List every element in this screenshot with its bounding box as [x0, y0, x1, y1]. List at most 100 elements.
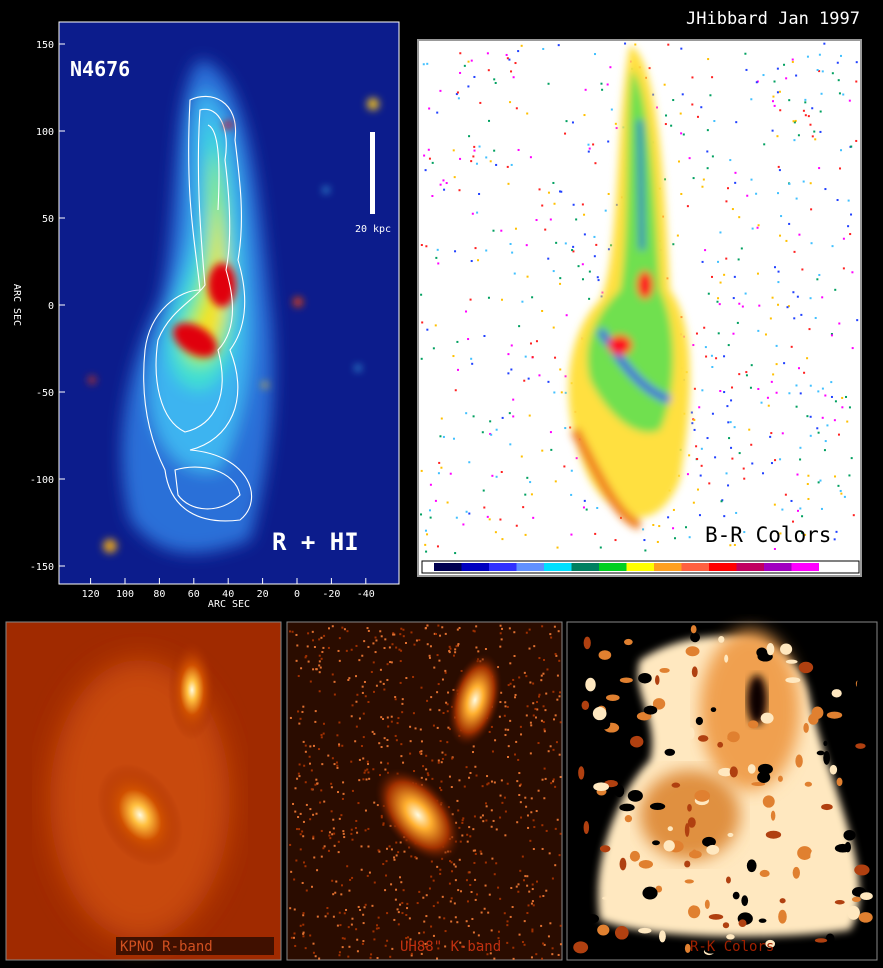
noise-dot	[556, 674, 559, 677]
noise-dot	[367, 629, 370, 632]
noise-dot	[848, 406, 851, 409]
color-bar-segment	[571, 563, 599, 571]
noise-dot	[376, 957, 379, 960]
noise-dot	[717, 297, 720, 300]
noise-dot	[435, 633, 438, 636]
noise-dot	[382, 822, 385, 825]
noise-dot	[312, 835, 315, 838]
noise-dot	[364, 809, 367, 812]
noise-dot	[545, 692, 548, 695]
noise-blob	[619, 733, 626, 744]
color-bar-segment	[736, 563, 764, 571]
noise-dot	[428, 887, 431, 890]
noise-dot	[298, 828, 301, 831]
noise-dot	[334, 891, 337, 894]
noise-dot	[483, 335, 486, 338]
noise-dot	[750, 364, 753, 367]
noise-dot	[699, 474, 702, 477]
noise-dot	[757, 224, 760, 227]
noise-dot	[813, 130, 816, 133]
noise-dot	[842, 93, 845, 96]
noise-dot	[340, 893, 343, 896]
noise-dot	[512, 957, 515, 960]
noise-dot	[342, 781, 345, 784]
noise-dot	[506, 920, 509, 923]
noise-dot	[425, 550, 428, 553]
noise-dot	[485, 805, 488, 808]
noise-dot	[338, 743, 341, 746]
noise-dot	[700, 106, 703, 109]
noise-dot	[453, 176, 456, 179]
noise-dot	[730, 446, 733, 449]
noise-dot	[504, 834, 507, 837]
noise-dot	[672, 99, 675, 102]
noise-dot	[521, 855, 524, 858]
noise-dot	[449, 900, 452, 903]
noise-dot	[470, 59, 473, 62]
noise-dot	[509, 682, 512, 685]
noise-dot	[824, 394, 827, 397]
noise-dot	[810, 242, 813, 245]
noise-dot	[543, 797, 546, 800]
noise-dot	[401, 702, 404, 705]
noise-dot	[470, 357, 473, 360]
panel-caption: B-R Colors	[705, 523, 831, 547]
noise-dot	[397, 911, 400, 914]
noise-dot	[470, 160, 473, 163]
noise-dot	[600, 82, 603, 85]
noise-dot	[511, 251, 514, 254]
credit: JHibbard Jan 1997	[686, 9, 860, 29]
noise-dot	[847, 225, 850, 228]
x-tick-label: 120	[82, 589, 100, 600]
noise-dot	[552, 780, 555, 783]
noise-dot	[525, 805, 528, 808]
noise-blob	[598, 650, 612, 660]
noise-dot	[493, 873, 496, 876]
noise-dot	[293, 878, 296, 881]
noise-dot	[540, 924, 543, 927]
noise-dot	[456, 628, 459, 631]
noise-dot	[421, 945, 424, 948]
noise-dot	[507, 755, 510, 758]
noise-dot	[338, 911, 341, 914]
noise-dot	[379, 630, 382, 633]
noise-blob	[581, 700, 590, 711]
noise-dot	[840, 492, 843, 495]
noise-dot	[797, 367, 800, 370]
noise-dot	[390, 720, 393, 723]
noise-dot	[373, 938, 376, 941]
noise-dot	[596, 506, 599, 509]
noise-dot	[540, 674, 543, 677]
noise-dot	[316, 915, 319, 918]
noise-blob	[811, 706, 824, 720]
noise-dot	[295, 859, 298, 862]
noise-dot	[510, 368, 513, 371]
noise-dot	[304, 744, 307, 747]
noise-dot	[318, 748, 321, 751]
noise-dot	[430, 925, 433, 928]
noise-dot	[436, 654, 439, 657]
x-tick-label: 0	[294, 589, 300, 600]
noise-dot	[823, 449, 826, 452]
noise-dot	[534, 707, 537, 710]
noise-dot	[559, 924, 562, 927]
noise-blob	[825, 933, 835, 944]
noise-dot	[842, 267, 845, 270]
x-tick-label: 20	[257, 589, 269, 600]
noise-dot	[852, 514, 855, 517]
noise-dot	[393, 633, 396, 636]
noise-blob	[855, 743, 866, 749]
noise-dot	[399, 681, 402, 684]
noise-dot	[467, 60, 470, 63]
noise-dot	[803, 371, 806, 374]
noise-dot	[501, 538, 504, 541]
noise-dot	[517, 883, 520, 886]
noise-dot	[450, 897, 453, 900]
noise-dot	[444, 753, 447, 756]
noise-dot	[693, 387, 696, 390]
noise-dot	[454, 865, 457, 868]
noise-blob	[858, 912, 873, 923]
noise-dot	[691, 103, 694, 106]
noise-blob	[765, 939, 776, 948]
noise-dot	[425, 894, 428, 897]
